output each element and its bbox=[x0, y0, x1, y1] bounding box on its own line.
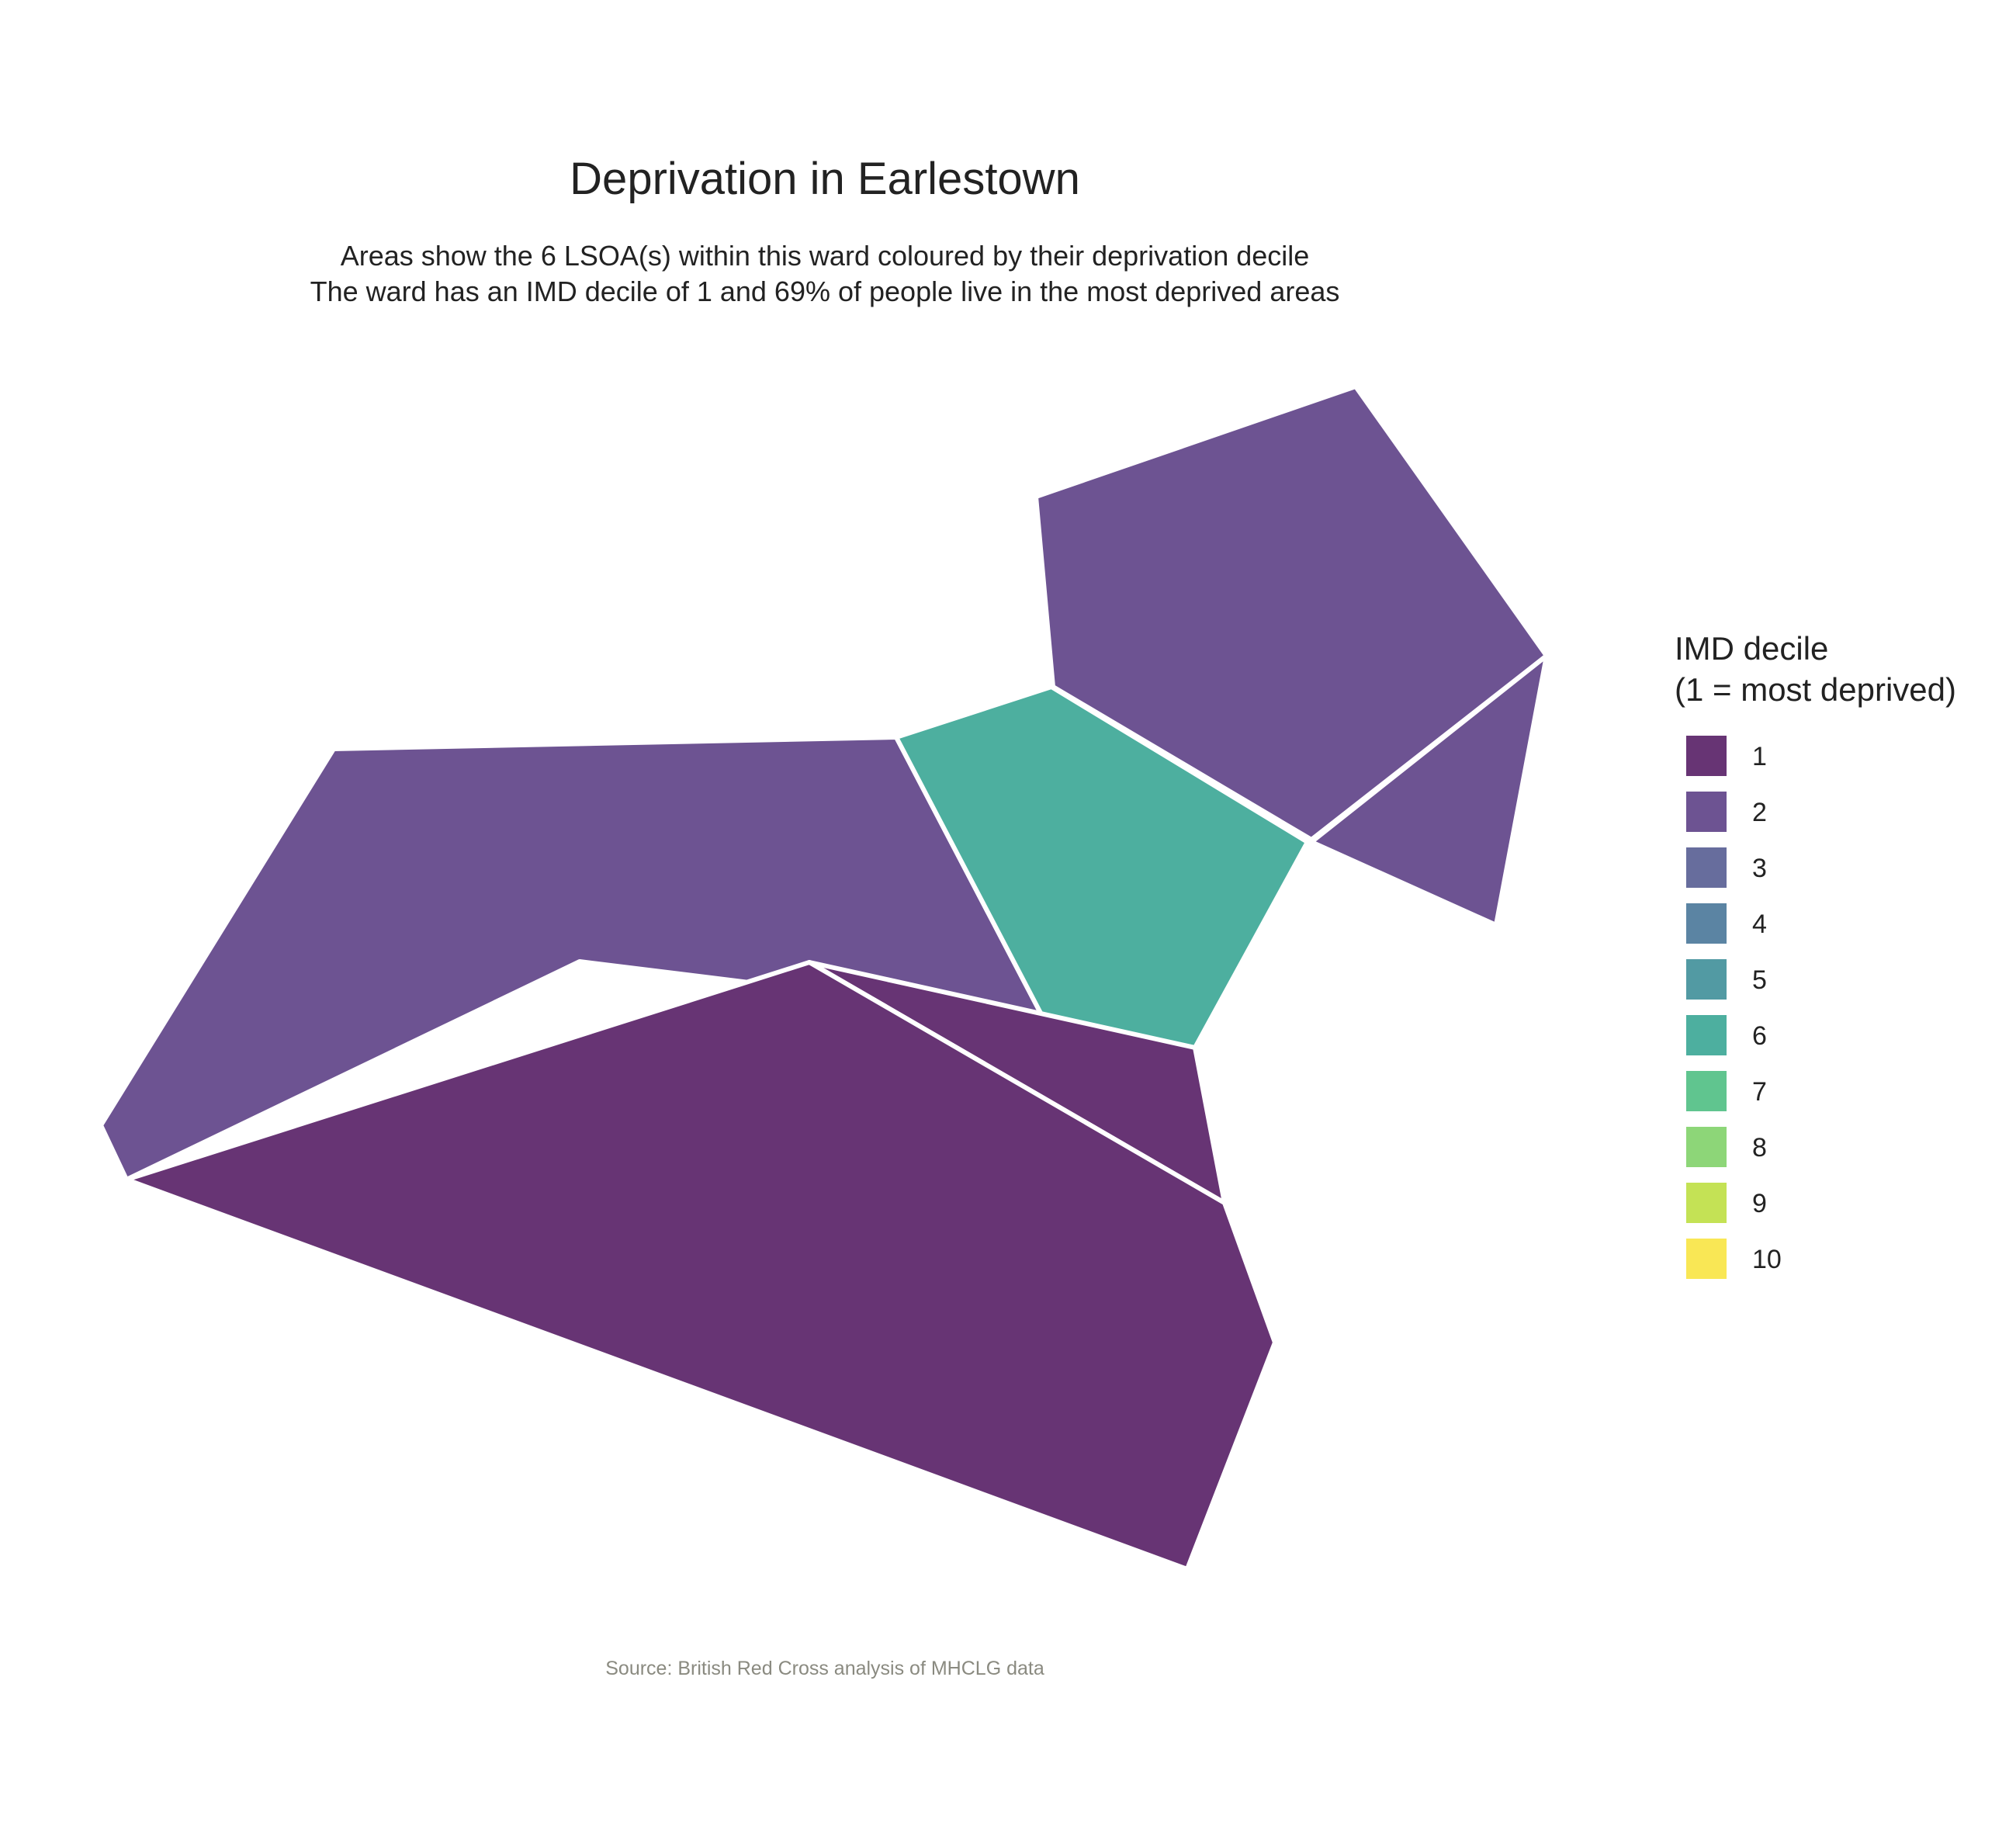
legend-items: 1 2 3 4 5 6 7 8 9 10 bbox=[1686, 736, 1782, 1279]
chart-title: Deprivation in Earlestown bbox=[570, 154, 1080, 204]
legend-title-line-1: IMD decile bbox=[1675, 630, 1828, 667]
legend-label-6: 6 bbox=[1752, 1021, 1767, 1051]
lsoa-area-4[interactable] bbox=[1309, 653, 1549, 927]
legend-title-line-2: (1 = most deprived) bbox=[1675, 671, 1956, 708]
legend-swatch-6 bbox=[1686, 1015, 1727, 1055]
chart-subtitle-line-2: The ward has an IMD decile of 1 and 69% … bbox=[310, 275, 1340, 307]
legend-swatch-4 bbox=[1686, 903, 1727, 944]
legend-label-1: 1 bbox=[1752, 742, 1767, 771]
legend-label-2: 2 bbox=[1752, 798, 1767, 827]
legend-label-7: 7 bbox=[1752, 1077, 1767, 1107]
lsoa-area-6[interactable] bbox=[124, 960, 1277, 1571]
legend-swatch-5 bbox=[1686, 959, 1727, 1000]
legend-swatch-1 bbox=[1686, 736, 1727, 776]
legend-label-4: 4 bbox=[1752, 910, 1767, 939]
legend-swatch-3 bbox=[1686, 847, 1727, 888]
legend-label-8: 8 bbox=[1752, 1133, 1767, 1163]
legend-label-10: 10 bbox=[1752, 1245, 1782, 1274]
legend-swatch-2 bbox=[1686, 792, 1727, 832]
source-caption: Source: British Red Cross analysis of MH… bbox=[605, 1658, 1044, 1679]
chart-subtitle-line-1: Areas show the 6 LSOA(s) within this war… bbox=[341, 240, 1310, 272]
legend: IMD decile (1 = most deprived) 1 2 3 4 5 6 7 8 9… bbox=[1675, 630, 1956, 1279]
legend-label-3: 3 bbox=[1752, 854, 1767, 883]
legend-swatch-8 bbox=[1686, 1127, 1727, 1167]
lsoa-areas bbox=[99, 384, 1549, 1571]
legend-label-9: 9 bbox=[1752, 1189, 1767, 1218]
legend-label-5: 5 bbox=[1752, 965, 1767, 995]
legend-swatch-10 bbox=[1686, 1239, 1727, 1279]
lsoa-area-2[interactable] bbox=[894, 684, 1310, 1050]
legend-swatch-9 bbox=[1686, 1183, 1727, 1223]
legend-swatch-7 bbox=[1686, 1071, 1727, 1111]
